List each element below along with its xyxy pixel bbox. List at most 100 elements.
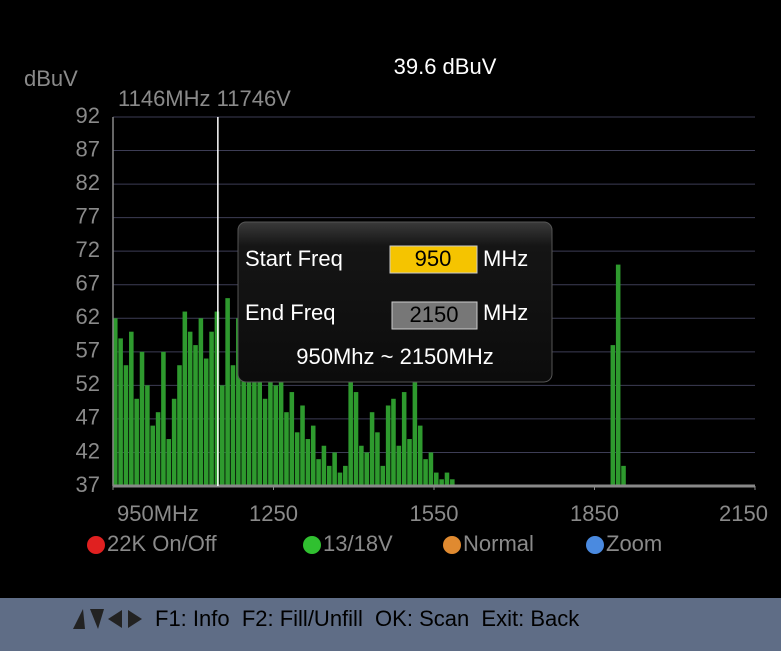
spectrum-bar [353,392,359,486]
end-field[interactable] [391,301,478,330]
spectrum-bar [203,358,209,486]
spectrum-bar [369,412,375,486]
legend: 22K On/Off 13/18V Normal Zoom [87,531,662,556]
unit-label: dBuV [24,66,78,91]
spectrum-bar [417,425,423,486]
end-value: 2150 [410,302,459,327]
red-key [87,536,105,554]
legend-item: 13/18V [323,531,393,556]
spectrum-bar [118,338,123,486]
spectrum-bar [268,351,273,486]
spectrum-bar [316,459,321,486]
spectrum-bar [187,331,193,486]
spectrum-bar [123,365,129,486]
spectrum-bar [134,398,139,486]
spectrum-bar [220,385,225,486]
spectrum-bar [155,412,161,486]
spectrum-bar [284,412,289,486]
x-tick-label: 1250 [249,501,298,526]
arrow-up [73,609,85,629]
spectrum-bar [337,472,343,486]
spectrum-bar [236,318,241,486]
spectrum-bar [246,345,252,486]
x-tick-label: 1550 [410,501,459,526]
y-tick-label: 87 [76,136,100,161]
y-tick-label: 82 [76,170,100,195]
start-value: 950 [415,246,452,271]
x-tick-label: 1850 [570,501,619,526]
spectrum-bar [305,439,311,486]
y-tick-label: 92 [76,103,100,128]
spectrum-bar [273,385,279,486]
start-field[interactable] [389,245,478,274]
arrow-down [90,609,104,629]
spectrum-bar [252,371,257,486]
spectrum-bar [310,425,316,486]
spectrum-bar [300,405,305,486]
spectrum-bar [198,318,204,486]
spectrum-bar [129,331,134,486]
spectrum-bar [621,465,626,486]
spectrum-bar [182,311,188,486]
spectrum-bar [428,452,434,486]
spectrum-bar [257,365,262,486]
spectrum-bar [139,351,145,486]
spectrum-bar [225,298,230,486]
y-tick-label: 72 [76,237,100,262]
spectrum-bar [289,392,295,486]
legend-item: Zoom [606,531,662,556]
spectrum-bar [412,378,418,486]
spectrum-bar [375,432,380,486]
spectrum-bar [161,351,166,486]
spectrum-bar [444,472,450,486]
range-dialog: Start Freq 950 MHz End Freq 2150 MHz 950… [237,221,553,383]
spectrum-bar [348,378,353,486]
y-tick-label: 77 [76,203,100,228]
spectrum-bar [401,392,407,486]
spectrum-bar [294,432,300,486]
spectrum-bar [439,479,444,486]
spectrum-bar [209,331,214,486]
y-tick-label: 42 [76,438,100,463]
x-tick-label: 950MHz [117,501,199,526]
spectrum-bar [423,459,428,486]
spectrum-bar [230,365,236,486]
end-label: End Freq [245,300,336,325]
legend-item: Normal [463,531,534,556]
arrow-right [128,610,142,628]
green-key [303,536,321,554]
footer-help: F1: Info F2: Fill/Unfill OK: Scan Exit: … [155,606,580,631]
spectrum-bar [241,358,246,486]
spectrum-bar [359,445,364,486]
spectrum-bar [380,465,386,486]
legend-item: 22K On/Off [107,531,218,556]
spectrum-bar [177,365,182,486]
marker-label: 1146MHz 11746V [118,86,291,111]
level-readout: 39.6 dBuV [394,54,497,79]
spectrum-bar [385,405,391,486]
y-tick-label: 37 [76,472,100,497]
x-tick-label: 2150 [719,501,768,526]
spectrum-bar [391,398,396,486]
spectrum-bar [332,452,337,486]
spectrum-bar [321,445,327,486]
nav-arrows [73,609,142,629]
spectrum-bar [262,398,268,486]
start-unit: MHz [483,246,528,271]
spectrum-bar [166,439,172,486]
start-label: Start Freq [245,246,343,271]
spectrum-bar [434,472,439,486]
spectrum-bar [396,445,402,486]
spectrum-bar [407,439,412,486]
spectrum-bar [364,452,369,486]
spectrum-bar [278,378,284,486]
spectrum-bar [327,465,332,486]
y-tick-label: 47 [76,405,100,430]
y-tick-label: 62 [76,304,100,329]
spectrum-bar [113,318,118,486]
spectrum-bar [610,345,616,486]
y-tick-label: 52 [76,371,100,396]
